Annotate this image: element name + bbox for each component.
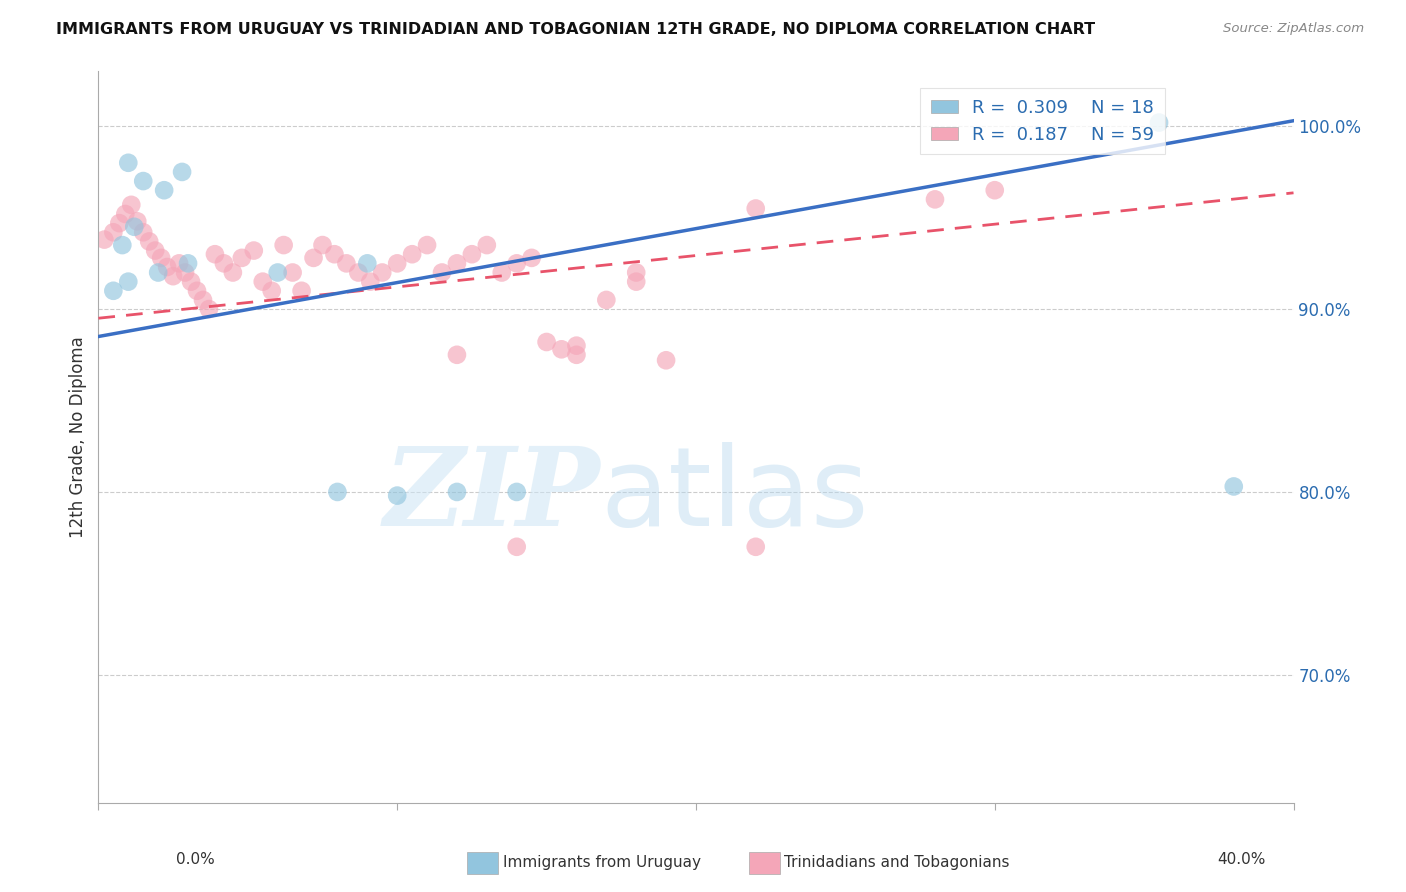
Point xyxy=(172,165,194,179)
Point xyxy=(446,348,468,362)
Point xyxy=(311,238,333,252)
Text: Source: ZipAtlas.com: Source: ZipAtlas.com xyxy=(1223,22,1364,36)
Point xyxy=(446,484,468,499)
Point xyxy=(186,284,208,298)
Point xyxy=(1223,479,1246,493)
Point xyxy=(124,219,146,234)
Point xyxy=(430,265,453,279)
Text: 0.0%: 0.0% xyxy=(176,852,215,867)
Legend: R =  0.309    N = 18, R =  0.187    N = 59: R = 0.309 N = 18, R = 0.187 N = 59 xyxy=(920,87,1166,154)
Point xyxy=(231,251,253,265)
Point xyxy=(1147,115,1170,129)
Point xyxy=(550,343,572,357)
Point xyxy=(401,247,423,261)
Point xyxy=(385,256,409,270)
Point xyxy=(626,275,648,289)
Point xyxy=(491,265,513,279)
Point xyxy=(335,256,357,270)
Point xyxy=(260,284,283,298)
Point xyxy=(475,238,498,252)
Point xyxy=(138,235,160,249)
Point xyxy=(267,265,290,279)
Point xyxy=(111,238,134,252)
Point xyxy=(143,244,166,258)
Y-axis label: 12th Grade, No Diploma: 12th Grade, No Diploma xyxy=(69,336,87,538)
Point xyxy=(924,192,946,206)
Point xyxy=(132,225,155,239)
Text: atlas: atlas xyxy=(600,442,869,549)
Point xyxy=(446,256,468,270)
Point xyxy=(291,284,314,298)
Point xyxy=(626,265,648,279)
Point xyxy=(191,293,214,307)
Point xyxy=(132,174,155,188)
Point xyxy=(655,353,678,368)
Point xyxy=(595,293,617,307)
Point xyxy=(127,214,149,228)
Point xyxy=(745,202,768,216)
Point xyxy=(359,275,381,289)
Point xyxy=(273,238,295,252)
Point xyxy=(174,265,197,279)
Point xyxy=(416,238,439,252)
Point xyxy=(117,275,139,289)
Point xyxy=(156,260,179,274)
Point xyxy=(252,275,274,289)
Point xyxy=(371,265,394,279)
Point xyxy=(281,265,304,279)
Point xyxy=(356,256,378,270)
Point xyxy=(385,489,409,503)
Point xyxy=(150,251,173,265)
Point xyxy=(103,284,125,298)
Point xyxy=(120,198,142,212)
Point xyxy=(162,269,184,284)
Point xyxy=(108,216,131,230)
Point xyxy=(212,256,235,270)
Point xyxy=(347,265,370,279)
Text: Immigrants from Uruguay: Immigrants from Uruguay xyxy=(503,855,700,870)
Point xyxy=(302,251,325,265)
Point xyxy=(323,247,346,261)
Point xyxy=(520,251,543,265)
Text: IMMIGRANTS FROM URUGUAY VS TRINIDADIAN AND TOBAGONIAN 12TH GRADE, NO DIPLOMA COR: IMMIGRANTS FROM URUGUAY VS TRINIDADIAN A… xyxy=(56,22,1095,37)
Point xyxy=(167,256,190,270)
Point xyxy=(180,275,202,289)
Point xyxy=(536,334,558,349)
Point xyxy=(117,155,139,169)
Point xyxy=(461,247,484,261)
Point xyxy=(243,244,266,258)
Point xyxy=(745,540,768,554)
Point xyxy=(153,183,176,197)
Point xyxy=(93,233,115,247)
Point xyxy=(565,338,588,352)
Text: ZIP: ZIP xyxy=(384,442,600,549)
Point xyxy=(506,540,529,554)
Point xyxy=(177,256,200,270)
Point xyxy=(506,484,529,499)
Point xyxy=(506,256,529,270)
Point xyxy=(148,265,170,279)
Point xyxy=(198,301,221,316)
Point xyxy=(984,183,1007,197)
Text: Trinidadians and Tobagonians: Trinidadians and Tobagonians xyxy=(785,855,1010,870)
Point xyxy=(103,225,125,239)
Point xyxy=(565,348,588,362)
Text: 40.0%: 40.0% xyxy=(1218,852,1265,867)
Point xyxy=(204,247,226,261)
Point xyxy=(222,265,245,279)
Point xyxy=(114,207,136,221)
Point xyxy=(326,484,349,499)
